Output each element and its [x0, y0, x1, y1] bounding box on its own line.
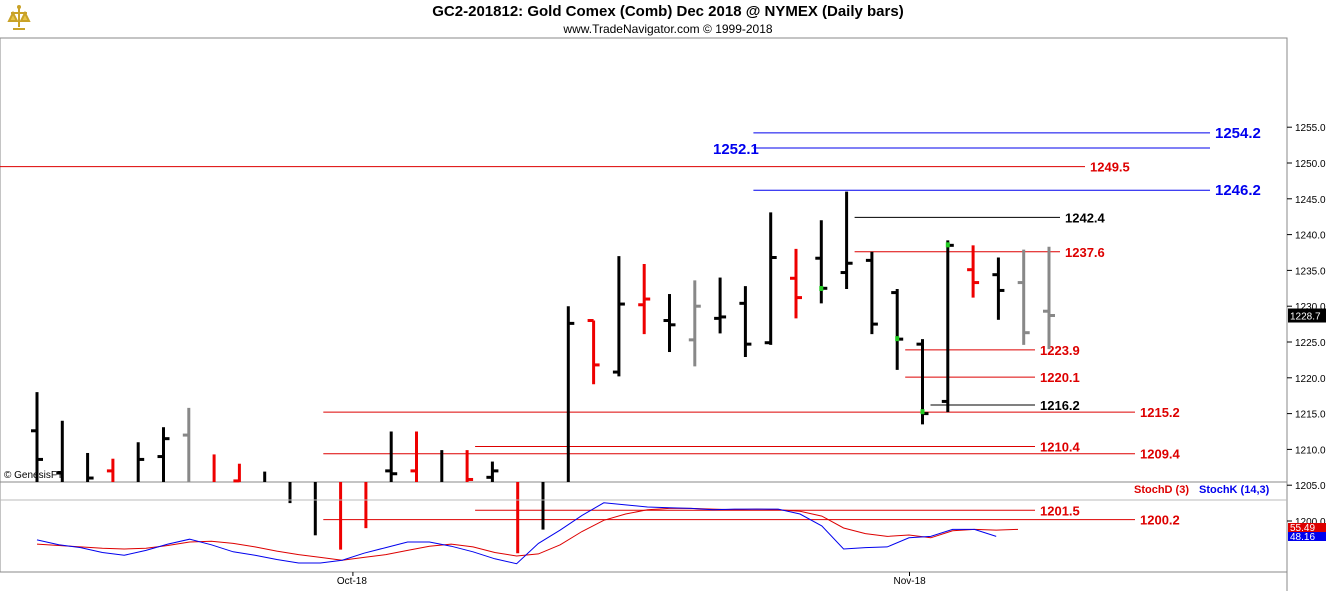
- stoch-pane: [0, 481, 1288, 573]
- ohlc-bar: [56, 420, 64, 482]
- ohlc-bar: [136, 442, 145, 482]
- legend-stoch-d: StochD (3): [1134, 484, 1189, 496]
- ohlc-bar: [486, 461, 499, 482]
- level-label: 1210.4: [1040, 440, 1081, 455]
- ohlc-bar: [1017, 249, 1030, 345]
- ohlc-bar: [663, 294, 676, 353]
- ohlc-bar: [688, 280, 701, 367]
- level-label: 1220.1: [1040, 370, 1080, 385]
- ohlc-bar: [739, 286, 752, 358]
- ohlc-bar: [566, 306, 575, 482]
- x-tick-label: Nov-18: [894, 576, 927, 587]
- ohlc-bar: [182, 407, 191, 482]
- ohlc-bar: [840, 191, 853, 290]
- price-pane: [0, 37, 1288, 483]
- y-tick-label: 1250.0: [1295, 159, 1326, 170]
- level-label: 1216.2: [1040, 398, 1080, 413]
- stoch-k-line: [36, 502, 997, 565]
- signal-marker: [895, 336, 900, 342]
- level-label: 1200.2: [1140, 513, 1180, 528]
- signal-marker: [945, 242, 950, 248]
- ohlc-bar: [465, 450, 474, 482]
- y-tick-label: 1200.0: [1295, 517, 1326, 528]
- legend-stoch-k: StochK (14,3): [1199, 484, 1270, 496]
- y-tick-label: 1235.0: [1295, 266, 1326, 277]
- y-tick-label: 1215.0: [1295, 410, 1326, 421]
- ohlc-bar: [865, 251, 878, 335]
- ohlc-bar: [106, 458, 115, 482]
- level-label: 1237.6: [1065, 245, 1105, 260]
- ohlc-bar: [1043, 246, 1055, 350]
- y-tick-label: 1230.0: [1295, 302, 1326, 313]
- ohlc-bar: [86, 452, 94, 482]
- x-axis: Oct-18 Nov-18: [0, 571, 1287, 587]
- stoch-d-value: 55.49: [1290, 523, 1315, 534]
- ohlc-bar: [587, 319, 600, 385]
- watermark: © GenesisFT: [4, 470, 63, 481]
- y-tick-label: 1245.0: [1295, 195, 1326, 206]
- signal-marker: [819, 286, 824, 292]
- support-resistance-levels: 1254.2 1252.1 1249.5 1246.2 1242.4 1237.6 1223…: [0, 125, 1261, 528]
- ohlc-bar: [233, 463, 241, 483]
- ohlc-bar: [157, 427, 170, 482]
- chart-panes: [0, 37, 1288, 591]
- y-tick-label: 1255.0: [1295, 123, 1326, 134]
- y-tick-label: 1220.0: [1295, 374, 1326, 385]
- level-label: 1254.2: [1215, 125, 1261, 142]
- ohlc-bar: [967, 245, 980, 298]
- level-label: 1201.5: [1040, 503, 1080, 518]
- signal-markers: [819, 242, 950, 415]
- chart-subtitle: www.TradeNavigator.com © 1999-2018: [563, 22, 773, 36]
- ohlc-bar: [992, 257, 1005, 320]
- stoch-k-value: 48.16: [1290, 532, 1315, 543]
- ohlc-bar: [790, 248, 802, 319]
- level-label: 1242.4: [1065, 210, 1106, 225]
- x-tick-label: Oct-18: [337, 576, 367, 587]
- ohlc-bar: [764, 212, 777, 345]
- level-label: 1209.4: [1140, 447, 1181, 462]
- level-label: 1246.2: [1215, 182, 1261, 199]
- chart-title: GC2-201812: Gold Comex (Comb) Dec 2018 @…: [432, 3, 904, 20]
- last-price-label: 1228.7: [1290, 312, 1321, 323]
- ohlc-bar: [638, 263, 651, 335]
- signal-marker: [920, 409, 925, 415]
- stoch-d-value-box: [1288, 523, 1326, 532]
- ohlc-bar: [714, 277, 727, 334]
- level-label: 1252.1: [713, 141, 759, 158]
- y-tick-label: 1225.0: [1295, 338, 1326, 349]
- ohlc-bar: [410, 431, 418, 482]
- y-tick-label: 1205.0: [1295, 481, 1326, 492]
- y-axis: 1200.0 1205.0 1210.0 1215.0 1220.0 1225.0 1230…: [1287, 123, 1326, 528]
- level-label: 1249.5: [1090, 160, 1130, 175]
- logo-icon: [3, 3, 35, 33]
- y-tick-label: 1240.0: [1295, 231, 1326, 242]
- level-label: 1215.2: [1140, 405, 1180, 420]
- title-bar: GC2-201812: Gold Comex (Comb) Dec 2018 @…: [0, 0, 1336, 38]
- ohlc-bar: [385, 431, 398, 482]
- last-price-box: [1288, 308, 1326, 323]
- ohlc-bar: [31, 392, 43, 482]
- y-tick-label: 1210.0: [1295, 445, 1326, 456]
- ohlc-bar: [612, 256, 625, 377]
- stoch-k-value-box: [1288, 532, 1326, 541]
- level-label: 1223.9: [1040, 343, 1080, 358]
